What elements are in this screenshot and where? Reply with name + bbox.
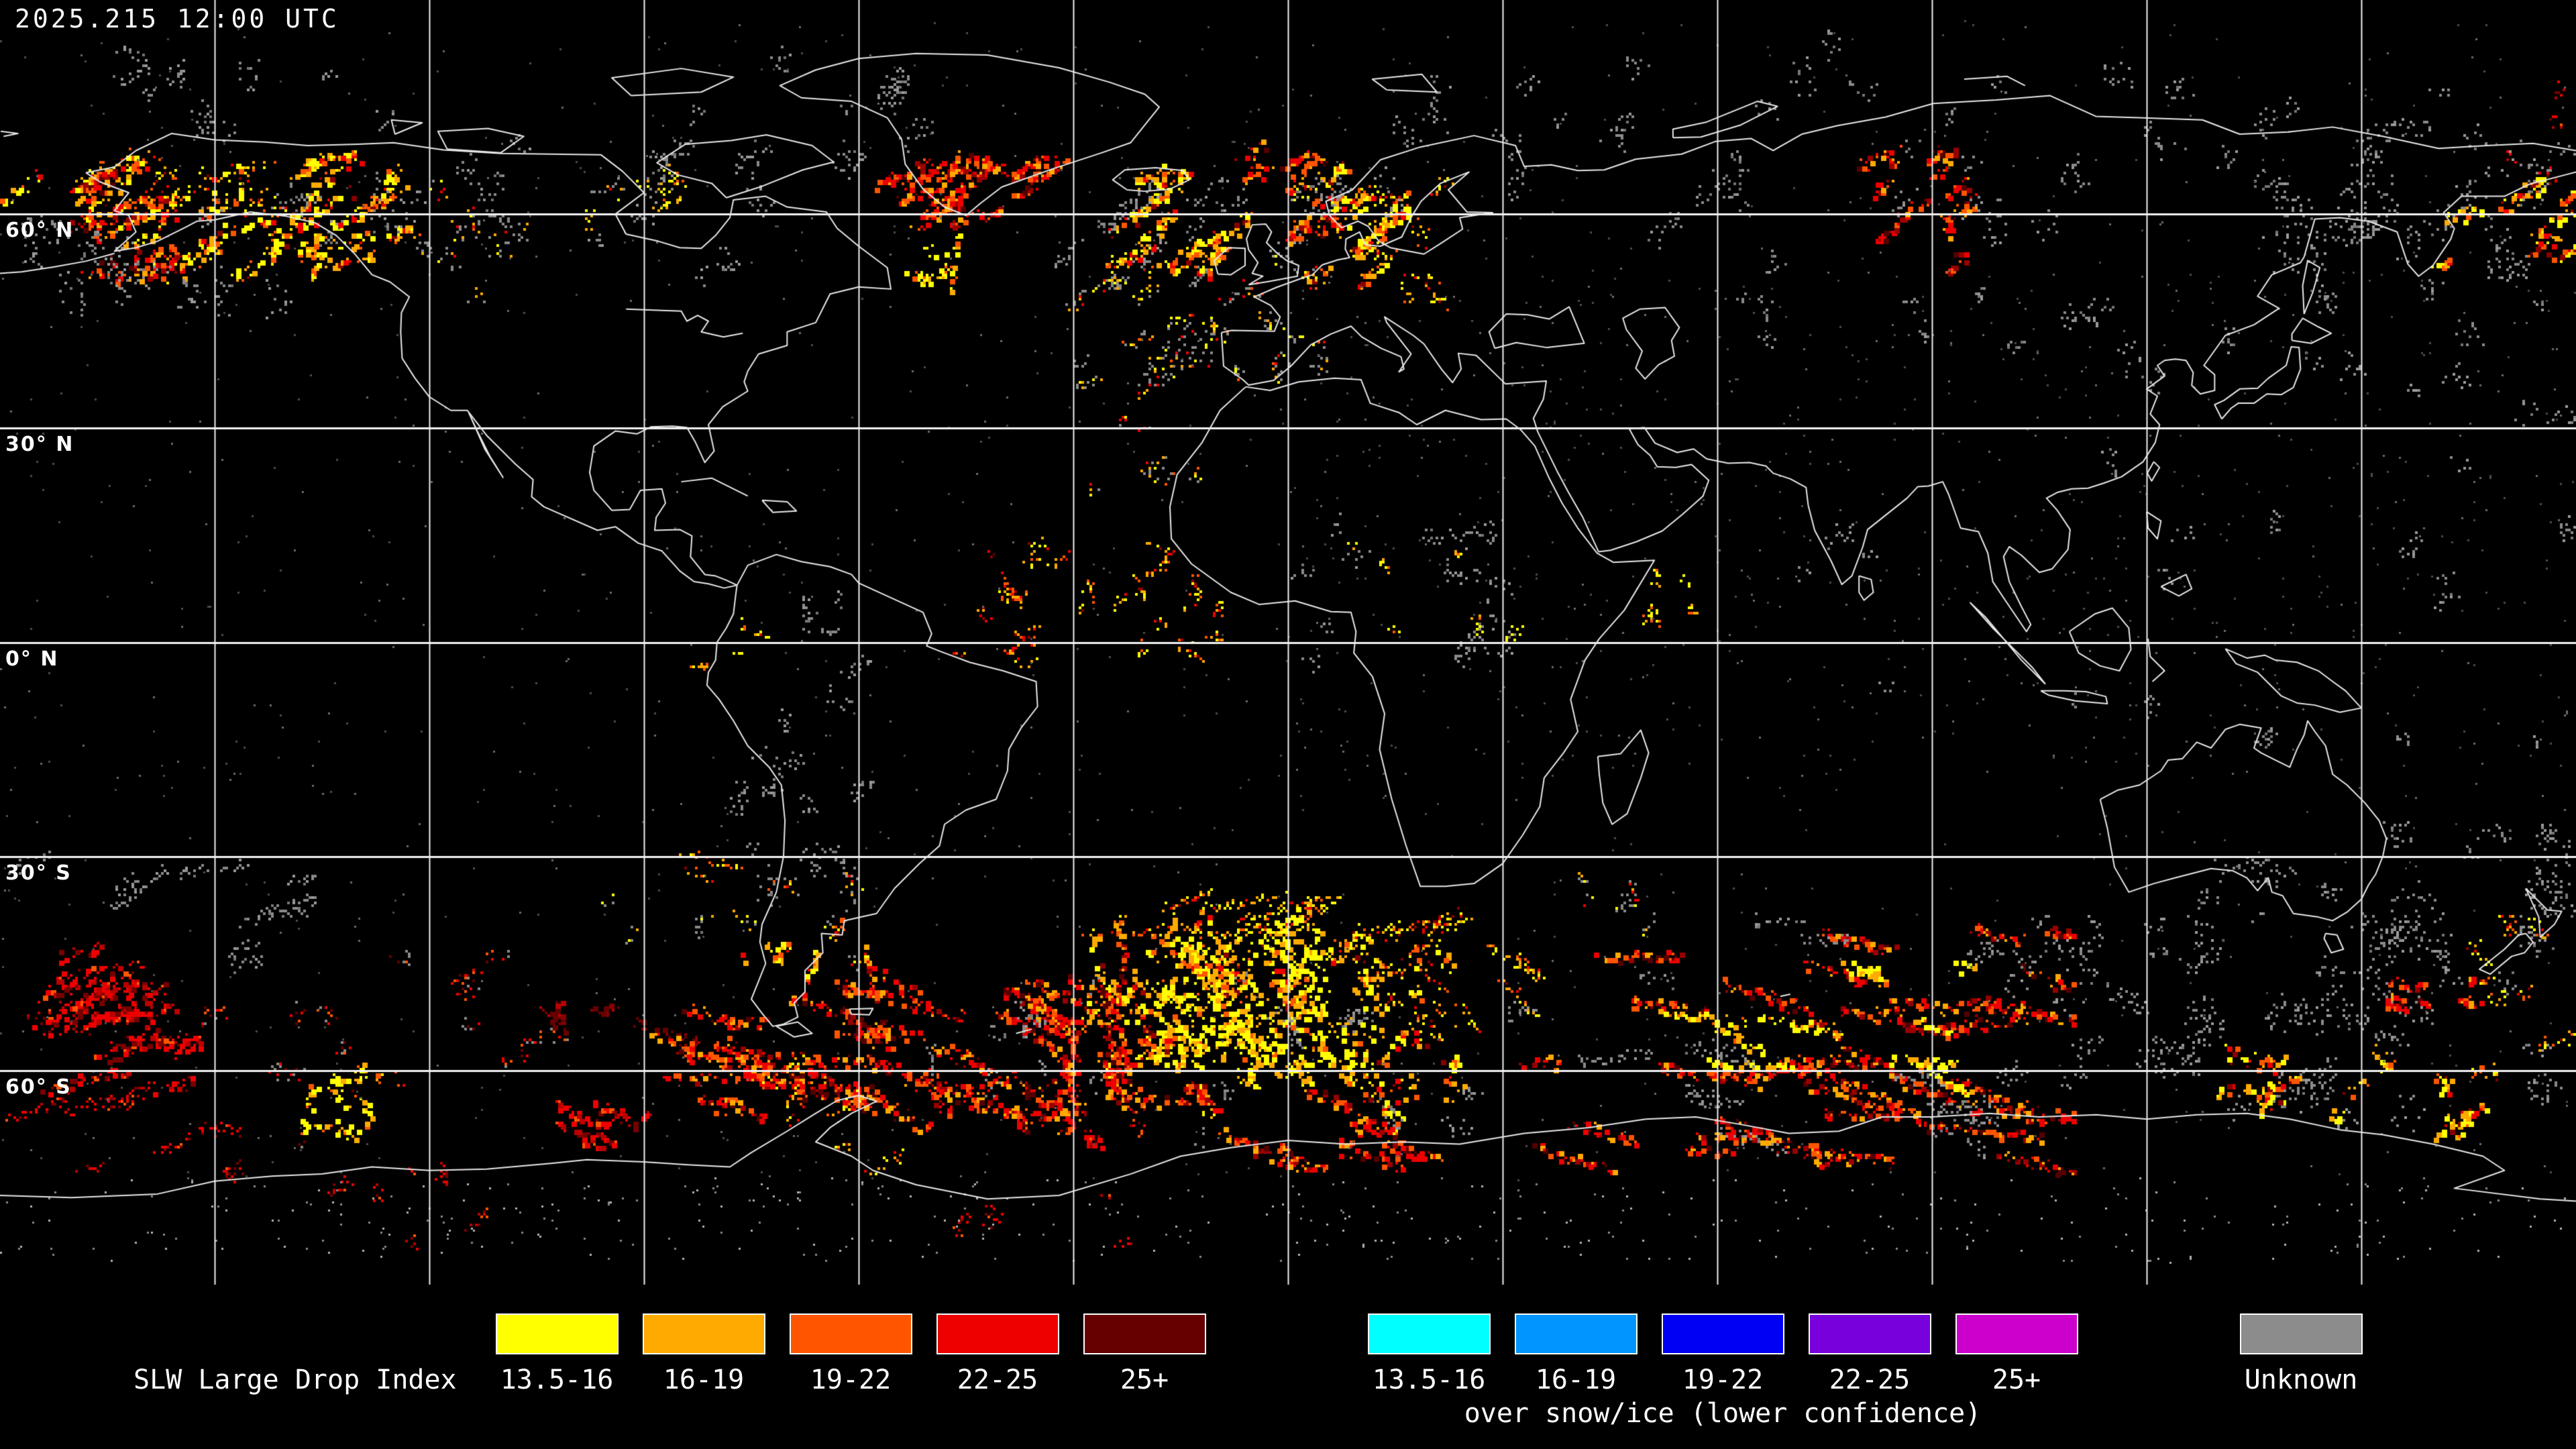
- snow-swatch-25+: [1955, 1313, 2078, 1354]
- lat-label-30N: 30° N: [5, 433, 74, 457]
- unknown-swatch-Unknown: [2240, 1313, 2363, 1354]
- snow-label-13.5-16: 13.5-16: [1372, 1364, 1486, 1395]
- unknown-label-Unknown: Unknown: [2244, 1364, 2358, 1395]
- main-label-25+: 25+: [1120, 1364, 1169, 1395]
- snow-swatch-19-22: [1662, 1313, 1784, 1354]
- snow-swatch-16-19: [1515, 1313, 1638, 1354]
- snow-label-16-19: 16-19: [1535, 1364, 1617, 1395]
- snow-swatch-22-25: [1809, 1313, 1931, 1354]
- main-swatch-19-22: [790, 1313, 912, 1354]
- legend-title: SLW Large Drop Index: [133, 1364, 457, 1395]
- legend-snow-note: over snow/ice (lower confidence): [1464, 1398, 1982, 1429]
- lat-label-30S: 30° S: [5, 861, 72, 885]
- main-swatch-25+: [1083, 1313, 1206, 1354]
- main-label-22-25: 22-25: [957, 1364, 1038, 1395]
- main-label-13.5-16: 13.5-16: [500, 1364, 614, 1395]
- snow-swatch-13.5-16: [1368, 1313, 1491, 1354]
- snow-label-25+: 25+: [1992, 1364, 2041, 1395]
- lat-label-60N: 60° N: [5, 219, 74, 243]
- world-map-canvas: [0, 0, 2576, 1288]
- lat-label-0N: 0° N: [5, 647, 59, 671]
- main-swatch-16-19: [643, 1313, 765, 1354]
- main-swatch-22-25: [936, 1313, 1059, 1354]
- main-label-19-22: 19-22: [810, 1364, 892, 1395]
- snow-label-22-25: 22-25: [1829, 1364, 1911, 1395]
- main-swatch-13.5-16: [496, 1313, 619, 1354]
- snow-label-19-22: 19-22: [1682, 1364, 1764, 1395]
- main-label-16-19: 16-19: [663, 1364, 745, 1395]
- lat-label-60S: 60° S: [5, 1075, 72, 1099]
- timestamp: 2025.215 12:00 UTC: [15, 4, 339, 34]
